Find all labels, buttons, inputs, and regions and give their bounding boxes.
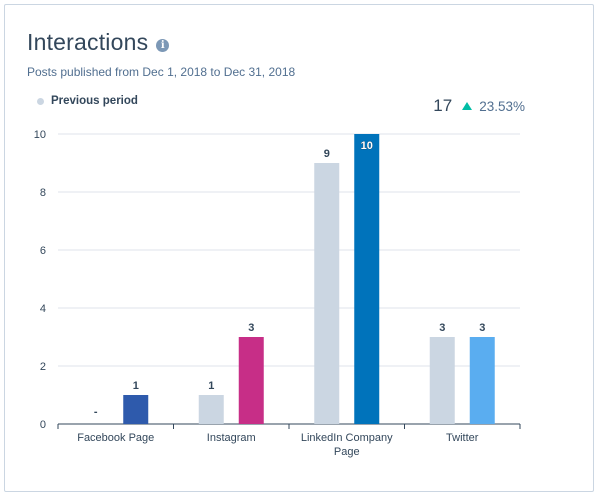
y-tick-label: 6 xyxy=(40,245,46,257)
legend-label: Previous period xyxy=(51,95,138,107)
legend-dot-icon xyxy=(37,97,44,105)
bar-data-label: 1 xyxy=(133,380,139,392)
interactions-card: Interactions i Posts published from Dec … xyxy=(4,4,594,492)
x-category-label: LinkedIn Company xyxy=(301,432,393,444)
legend: Previous period xyxy=(37,95,138,107)
bar-data-label: 3 xyxy=(248,322,254,334)
y-tick-label: 2 xyxy=(40,361,46,373)
x-category-label: Twitter xyxy=(446,432,479,444)
bar-data-label: - xyxy=(94,406,98,418)
previous-period-bar xyxy=(429,337,455,424)
current-period-bar xyxy=(354,134,380,424)
previous-period-bar xyxy=(314,163,340,424)
bar-data-label: 9 xyxy=(324,148,330,160)
y-tick-label: 0 xyxy=(40,419,46,431)
y-tick-label: 8 xyxy=(40,187,46,199)
info-icon[interactable]: i xyxy=(156,39,170,52)
x-category-label: Facebook Page xyxy=(77,432,154,444)
title-row: Interactions i xyxy=(27,29,170,56)
bar-data-label: 3 xyxy=(439,322,445,334)
x-category-label: Page xyxy=(334,446,360,458)
current-period-bar xyxy=(469,337,495,424)
y-tick-label: 4 xyxy=(40,303,46,315)
up-arrow-icon xyxy=(462,102,473,110)
current-period-bar xyxy=(123,395,149,424)
page-title: Interactions xyxy=(27,29,149,55)
kpi-change: 23.53% xyxy=(479,99,525,114)
bar-data-label: 3 xyxy=(479,322,485,334)
kpi-total: 17 xyxy=(433,96,453,115)
x-category-label: Instagram xyxy=(207,432,256,444)
bar-data-label: 1 xyxy=(208,380,214,392)
kpi-summary: 17 23.53% xyxy=(433,96,525,116)
y-tick-label: 10 xyxy=(34,129,46,141)
bar-data-label: 10 xyxy=(361,140,373,152)
date-range-subtitle: Posts published from Dec 1, 2018 to Dec … xyxy=(27,65,296,79)
previous-period-bar xyxy=(198,395,224,424)
current-period-bar xyxy=(238,337,264,424)
